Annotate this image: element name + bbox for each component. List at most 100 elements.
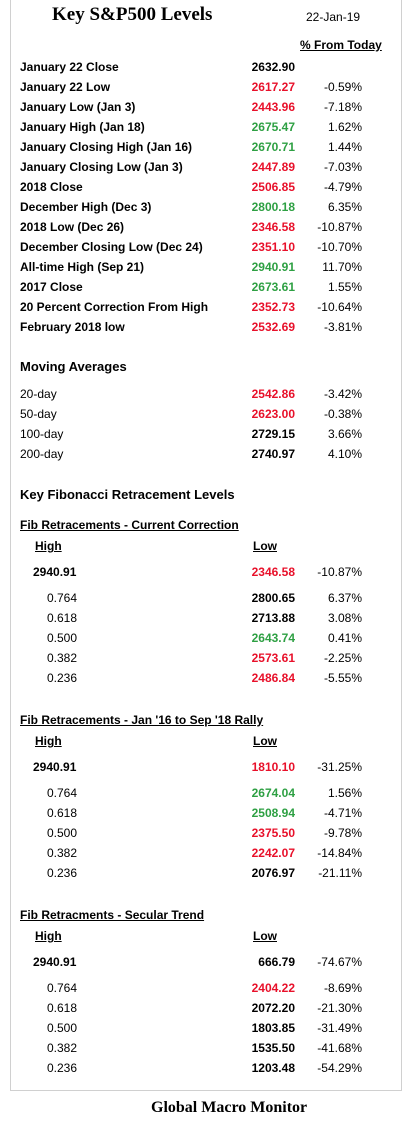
row-value: 2443.96 xyxy=(251,100,295,114)
row-pct: -31.49% xyxy=(317,1021,362,1035)
row-label: 0.236 xyxy=(47,671,78,685)
row-pct: 6.35% xyxy=(327,200,362,214)
row-pct: -10.87% xyxy=(317,565,362,579)
row-pct: -10.64% xyxy=(317,300,362,314)
row-value: 2346.58 xyxy=(251,565,295,579)
row-value: 2573.61 xyxy=(251,651,295,665)
key-level-row: January High (Jan 18) 2675.47 1.62% xyxy=(0,117,407,137)
row-pct: 6.37% xyxy=(327,591,362,605)
row-value: 2346.58 xyxy=(251,220,295,234)
row-value: 2352.73 xyxy=(251,300,295,314)
row-label: 0.500 xyxy=(47,631,78,645)
row-label: 2940.91 xyxy=(33,955,77,969)
row-label: 2018 Close xyxy=(20,180,83,194)
fib-level-row: 0.764 2800.65 6.37% xyxy=(0,588,407,608)
row-value: 2447.89 xyxy=(251,160,295,174)
key-level-row: 2018 Low (Dec 26) 2346.58 -10.87% xyxy=(0,217,407,237)
row-pct: 1.56% xyxy=(327,786,362,800)
row-pct: 1.62% xyxy=(327,120,362,134)
row-value: 2351.10 xyxy=(251,240,295,254)
row-value: 666.79 xyxy=(258,955,295,969)
key-level-row: 20 Percent Correction From High 2352.73 -1… xyxy=(0,297,407,317)
row-value: 2506.85 xyxy=(251,180,295,194)
moving-average-row: 50-day 2623.00 -0.38% xyxy=(0,404,407,424)
row-pct: 1.55% xyxy=(327,280,362,294)
row-label: 0.236 xyxy=(47,1061,78,1075)
row-value: 2800.18 xyxy=(251,200,295,214)
row-label: January Low (Jan 3) xyxy=(20,100,136,114)
key-level-row: January 22 Low 2617.27 -0.59% xyxy=(0,77,407,97)
footer-brand: Global Macro Monitor xyxy=(151,1099,308,1116)
key-level-row: January Low (Jan 3) 2443.96 -7.18% xyxy=(0,97,407,117)
row-value: 2623.00 xyxy=(251,407,295,421)
row-label: January 22 Close xyxy=(20,60,119,74)
fib-level-row: 0.500 2643.74 0.41% xyxy=(0,628,407,648)
row-pct: 11.70% xyxy=(322,260,362,274)
row-value: 1803.85 xyxy=(251,1021,295,1035)
row-pct: -21.30% xyxy=(317,1001,362,1015)
fib-low-header: Low xyxy=(253,539,277,553)
row-label: 0.236 xyxy=(47,866,78,880)
fib-level-row: 0.618 2508.94 -4.71% xyxy=(0,803,407,823)
row-value: 2072.20 xyxy=(251,1001,295,1015)
row-pct: -9.78% xyxy=(323,826,362,840)
fib-level-row: 0.236 2076.97 -21.11% xyxy=(0,863,407,883)
row-pct: -41.68% xyxy=(317,1041,362,1055)
sheet-frame xyxy=(10,0,402,1091)
row-value: 2076.97 xyxy=(251,866,295,880)
row-pct: 3.08% xyxy=(327,611,362,625)
row-pct: 0.41% xyxy=(327,631,362,645)
row-label: December Closing Low (Dec 24) xyxy=(20,240,203,254)
row-value: 1535.50 xyxy=(251,1041,295,1055)
row-value: 2486.84 xyxy=(251,671,295,685)
row-value: 2673.61 xyxy=(251,280,295,294)
row-pct: -31.25% xyxy=(317,760,362,774)
row-label: 20-day xyxy=(20,387,57,401)
row-label: 0.382 xyxy=(47,846,78,860)
row-value: 2242.07 xyxy=(251,846,295,860)
row-label: January Closing High (Jan 16) xyxy=(20,140,193,154)
row-label: 0.618 xyxy=(47,806,78,820)
row-label: 0.764 xyxy=(47,981,78,995)
row-label: 0.500 xyxy=(47,826,78,840)
row-pct: -74.67% xyxy=(317,955,362,969)
row-value: 2375.50 xyxy=(251,826,295,840)
row-label: All-time High (Sep 21) xyxy=(20,260,145,274)
key-level-row: January Closing High (Jan 16) 2670.71 1.44… xyxy=(0,137,407,157)
key-level-row: December Closing Low (Dec 24) 2351.10 -10.… xyxy=(0,237,407,257)
key-level-row: All-time High (Sep 21) 2940.91 11.70% xyxy=(0,257,407,277)
fib-level-row: 0.236 2486.84 -5.55% xyxy=(0,668,407,688)
row-value: 1203.48 xyxy=(251,1061,295,1075)
row-value: 2542.86 xyxy=(251,387,295,401)
key-level-row: January 22 Close 2632.90 xyxy=(0,57,407,77)
row-pct: -3.81% xyxy=(323,320,362,334)
row-pct: -10.70% xyxy=(317,240,362,254)
fib-level-row: 0.382 1535.50 -41.68% xyxy=(0,1038,407,1058)
row-pct: 3.66% xyxy=(327,427,362,441)
row-pct: -4.79% xyxy=(323,180,362,194)
row-pct: 1.44% xyxy=(327,140,362,154)
fib-level-row: 0.500 1803.85 -31.49% xyxy=(0,1018,407,1038)
row-label: 20 Percent Correction From High xyxy=(20,300,209,314)
moving-average-row: 200-day 2740.97 4.10% xyxy=(0,444,407,464)
fib-high-header: High xyxy=(35,734,62,748)
key-level-row: 2017 Close 2673.61 1.55% xyxy=(0,277,407,297)
fib-high-low-row: 2940.91 666.79 -74.67% xyxy=(0,952,407,972)
row-pct: -0.59% xyxy=(323,80,362,94)
row-pct: -54.29% xyxy=(317,1061,362,1075)
fib-level-row: 0.764 2674.04 1.56% xyxy=(0,783,407,803)
row-pct: -21.11% xyxy=(318,866,362,880)
row-label: 2017 Close xyxy=(20,280,83,294)
row-label: 2940.91 xyxy=(33,565,77,579)
row-label: January Closing Low (Jan 3) xyxy=(20,160,183,174)
fib-section-title: Fib Retracements - Jan '16 to Sep '18 Ra… xyxy=(20,713,264,727)
fib-level-row: 0.764 2404.22 -8.69% xyxy=(0,978,407,998)
row-value: 2532.69 xyxy=(251,320,295,334)
row-value: 2713.88 xyxy=(251,611,295,625)
fib-level-row: 0.500 2375.50 -9.78% xyxy=(0,823,407,843)
row-label: 0.618 xyxy=(47,611,78,625)
fib-level-row: 0.382 2242.07 -14.84% xyxy=(0,843,407,863)
row-label: February 2018 low xyxy=(20,320,125,334)
key-level-row: February 2018 low 2532.69 -3.81% xyxy=(0,317,407,337)
row-label: 0.382 xyxy=(47,651,78,665)
